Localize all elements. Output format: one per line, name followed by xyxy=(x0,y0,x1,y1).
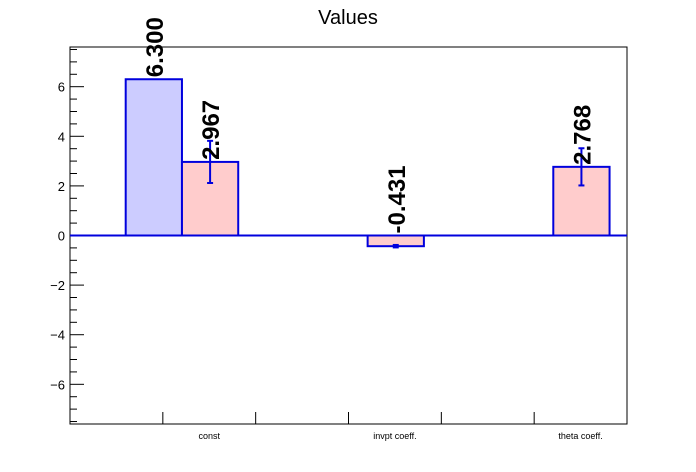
data-label: 2.967 xyxy=(198,100,225,160)
bars xyxy=(124,78,611,249)
y-tick-label: −6 xyxy=(50,377,65,392)
x-axis: const invpt coeff. theta coeff. xyxy=(162,412,603,441)
y-tick-label: 6 xyxy=(58,80,65,95)
x-category-label: theta coeff. xyxy=(558,431,602,441)
x-category-label: const xyxy=(198,431,220,441)
y-tick-label: 4 xyxy=(58,129,65,144)
y-tick-label: −4 xyxy=(50,328,65,343)
data-label: 6.300 xyxy=(142,17,169,77)
data-label: 2.768 xyxy=(569,105,596,165)
y-tick-label: −2 xyxy=(50,278,65,293)
y-tick-label: 0 xyxy=(58,229,65,244)
y-tick-label: 2 xyxy=(58,179,65,194)
data-label: -0.431 xyxy=(384,165,411,233)
y-axis: −6 −4 −2 0 2 4 6 xyxy=(50,48,84,423)
bar xyxy=(124,78,183,237)
data-labels: 6.300 2.967 -0.431 2.768 xyxy=(142,17,597,233)
chart-title: Values xyxy=(318,7,378,29)
x-category-label: invpt coeff. xyxy=(373,431,416,441)
